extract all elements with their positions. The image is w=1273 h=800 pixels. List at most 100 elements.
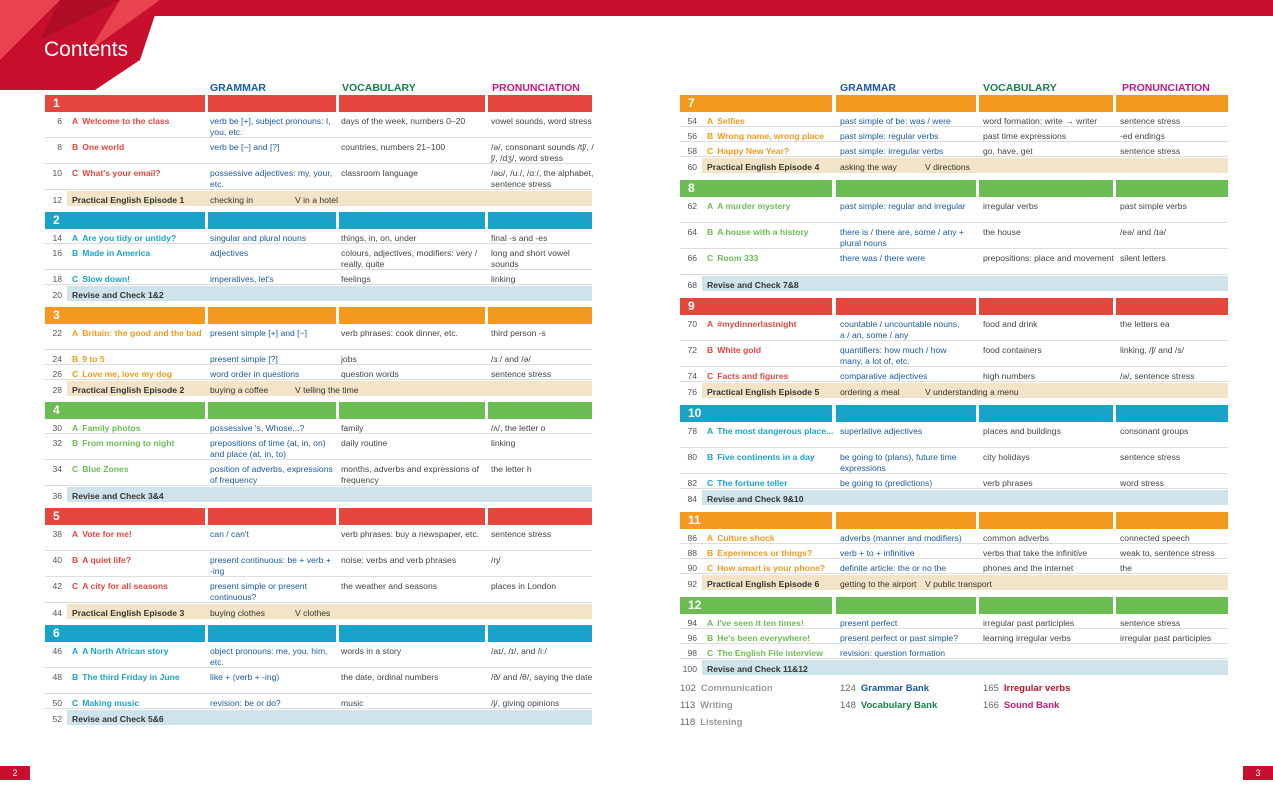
lesson-row[interactable]: 62 A A murder mystery past simple: regular … [680, 197, 1228, 223]
lesson-row[interactable]: 8 B One world verb be [−] and [?] countries,… [45, 138, 594, 164]
lesson-row[interactable]: 74 C Facts and figures comparative adjectiv… [680, 367, 1228, 382]
lesson-title[interactable]: A #mydinnerlastnight [707, 319, 839, 330]
lesson-title[interactable]: C Happy New Year? [707, 146, 839, 157]
lesson-row[interactable]: 80 B Five continents in a day be going to (… [680, 448, 1228, 474]
lesson-title[interactable]: B He's been everywhere! [707, 633, 839, 644]
lesson-title[interactable]: B Wrong name, wrong place [707, 131, 839, 142]
lesson-row[interactable]: 30 A Family photos possessive 's, Whose...?… [45, 419, 592, 434]
lesson-row[interactable]: 50 C Making music revision: be or do? music /… [45, 694, 592, 709]
lesson-row[interactable]: 66 C Room 333 there was / there were preposi… [680, 249, 1228, 275]
lesson-title[interactable]: Revise and Check 1&2 [72, 290, 204, 301]
lesson-row[interactable]: 64 B A house with a history there is / ther… [680, 223, 1228, 249]
lesson-title[interactable]: C Love me, love my dog [72, 369, 204, 380]
lesson-row[interactable]: 94 A I've seen it ten times! present perfec… [680, 614, 1228, 629]
lesson-row[interactable]: 32 B From morning to night prepositions of … [45, 434, 592, 460]
lesson-title[interactable]: C Blue Zones [72, 464, 204, 475]
lesson-title[interactable]: B The third Friday in June [72, 672, 204, 683]
footer-link[interactable]: 124 Grammar Bank [840, 683, 929, 694]
review-row[interactable]: 92 Practical English Episode 6 getting to … [687, 575, 1228, 590]
lesson-title[interactable]: A The most dangerous place... [707, 426, 839, 437]
lesson-row[interactable]: 90 C How smart is your phone? definite arti… [680, 559, 1228, 574]
lesson-title[interactable]: B One world [72, 142, 204, 153]
review-row[interactable]: 84 Revise and Check 9&10 [687, 490, 1228, 505]
review-row[interactable]: 68 Revise and Check 7&8 [687, 276, 1228, 291]
lesson-row[interactable]: 56 B Wrong name, wrong place past simple: r… [680, 127, 1228, 142]
lesson-title[interactable]: C The English File interview [707, 648, 839, 659]
lesson-title[interactable]: A Britain: the good and the bad [72, 328, 204, 339]
lesson-title[interactable]: Revise and Check 7&8 [707, 280, 839, 291]
lesson-row[interactable]: 6 A Welcome to the class verb be [+], subje… [45, 112, 592, 138]
lesson-title[interactable]: Practical English Episode 2 [72, 385, 204, 396]
review-row[interactable]: 60 Practical English Episode 4 asking the … [687, 158, 1228, 173]
lesson-row[interactable]: 38 A Vote for me! can / can't verb phrases: … [45, 525, 592, 551]
lesson-title[interactable]: A Family photos [72, 423, 204, 434]
lesson-title[interactable]: C What's your email? [72, 168, 204, 179]
lesson-title[interactable]: C Slow down! [72, 274, 204, 285]
lesson-row[interactable]: 18 C Slow down! imperatives, let's feelings l… [45, 270, 592, 285]
footer-link[interactable]: 148 Vocabulary Bank [840, 700, 937, 711]
lesson-title[interactable]: A Vote for me! [72, 529, 204, 540]
review-row[interactable]: 76 Practical English Episode 5 ordering a … [687, 383, 1228, 398]
review-row[interactable]: 28 Practical English Episode 2 buying a co… [52, 381, 592, 396]
lesson-row[interactable]: 14 A Are you tidy or untidy? singular and p… [45, 229, 592, 244]
footer-link[interactable]: 113 Writing [680, 700, 733, 711]
lesson-row[interactable]: 48 B The third Friday in June like + (verb … [45, 668, 592, 694]
lesson-title[interactable]: Practical English Episode 3 [72, 608, 204, 619]
lesson-title[interactable]: B From morning to night [72, 438, 204, 449]
lesson-title[interactable]: B White gold [707, 345, 839, 356]
lesson-title[interactable]: A Welcome to the class [72, 116, 204, 127]
review-row[interactable]: 36 Revise and Check 3&4 [52, 487, 592, 502]
lesson-title[interactable]: B Experiences or things? [707, 548, 839, 559]
lesson-title[interactable]: Revise and Check 5&6 [72, 714, 204, 725]
lesson-title[interactable]: A Are you tidy or untidy? [72, 233, 204, 244]
lesson-row[interactable]: 86 A Culture shock adverbs (manner and modi… [680, 529, 1228, 544]
footer-link[interactable]: 166 Sound Bank [983, 700, 1059, 711]
lesson-title[interactable]: Revise and Check 3&4 [72, 491, 204, 502]
review-row[interactable]: 52 Revise and Check 5&6 [52, 710, 592, 725]
review-row[interactable]: 12 Practical English Episode 1 checking in… [52, 191, 592, 206]
review-row[interactable]: 44 Practical English Episode 3 buying clot… [52, 604, 592, 619]
lesson-title[interactable]: C Room 333 [707, 253, 839, 264]
lesson-row[interactable]: 46 A A North African story object pronouns:… [45, 642, 592, 668]
lesson-row[interactable]: 70 A #mydinnerlastnight countable / uncount… [680, 315, 1228, 341]
lesson-title[interactable]: Revise and Check 9&10 [707, 494, 839, 505]
footer-link[interactable]: 165 Irregular verbs [983, 683, 1070, 694]
lesson-row[interactable]: 78 A The most dangerous place... superlativ… [680, 422, 1228, 448]
lesson-row[interactable]: 96 B He's been everywhere! present perfect … [680, 629, 1228, 644]
lesson-title[interactable]: Practical English Episode 6 [707, 579, 839, 590]
lesson-row[interactable]: 16 B Made in America adjectives colours, adj… [45, 244, 592, 270]
lesson-title[interactable]: C How smart is your phone? [707, 563, 839, 574]
lesson-title[interactable]: A I've seen it ten times! [707, 618, 839, 629]
lesson-row[interactable]: 34 C Blue Zones position of adverbs, expres… [45, 460, 592, 486]
lesson-title[interactable]: Revise and Check 11&12 [707, 664, 839, 675]
lesson-row[interactable]: 58 C Happy New Year? past simple: irregular… [680, 142, 1228, 157]
lesson-row[interactable]: 40 B A quiet life? present continuous: be +… [45, 551, 592, 577]
lesson-row[interactable]: 72 B White gold quantifiers: how much / how… [680, 341, 1228, 367]
lesson-title[interactable]: Practical English Episode 1 [72, 195, 204, 206]
footer-link[interactable]: 118 Listening [680, 717, 742, 728]
lesson-row[interactable]: 10 C What's your email? possessive adjectiv… [45, 164, 593, 190]
lesson-row[interactable]: 24 B 9 to 5 present simple [?] jobs/ɜː/ and … [45, 350, 592, 365]
lesson-title[interactable]: A Selfies [707, 116, 839, 127]
lesson-row[interactable]: 22 A Britain: the good and the bad present … [45, 324, 592, 350]
footer-link[interactable]: 102 Communication [680, 683, 773, 694]
lesson-title[interactable]: B Made in America [72, 248, 204, 259]
lesson-row[interactable]: 42 C A city for all seasons present simple … [45, 577, 592, 603]
lesson-title[interactable]: B Five continents in a day [707, 452, 839, 463]
lesson-row[interactable]: 54 A Selfies past simple of be: was / were w… [680, 112, 1228, 127]
lesson-row[interactable]: 98 C The English File interview revision: q… [680, 644, 1228, 659]
lesson-title[interactable]: A Culture shock [707, 533, 839, 544]
lesson-title[interactable]: C The fortune teller [707, 478, 839, 489]
lesson-row[interactable]: 88 B Experiences or things? verb + to + inf… [680, 544, 1228, 559]
lesson-title[interactable]: C Making music [72, 698, 204, 709]
lesson-row[interactable]: 82 C The fortune teller be going to (predic… [680, 474, 1228, 489]
lesson-title[interactable]: C Facts and figures [707, 371, 839, 382]
review-row[interactable]: 100 Revise and Check 11&12 [683, 660, 1228, 675]
lesson-title[interactable]: Practical English Episode 5 [707, 387, 839, 398]
